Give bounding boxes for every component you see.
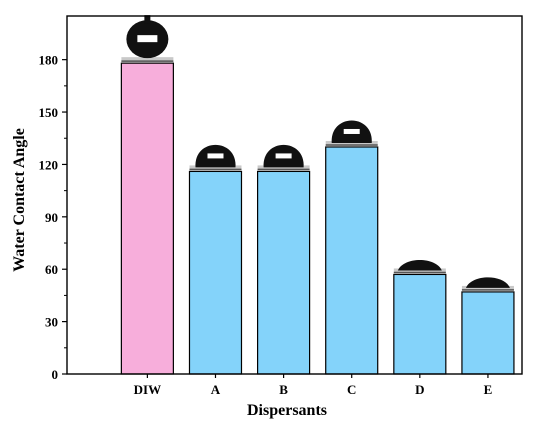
droplet-image-b xyxy=(257,144,310,171)
droplet-substrate xyxy=(461,285,514,291)
x-tick-label-diw: DIW xyxy=(134,382,161,397)
droplet-image-diw xyxy=(121,15,174,63)
droplet-image-d xyxy=(393,259,446,274)
droplet-highlight xyxy=(343,128,360,134)
x-tick-label-e: E xyxy=(484,382,493,397)
x-tick-label-a: A xyxy=(211,382,221,397)
droplet-substrate xyxy=(257,165,310,171)
y-axis-title: Water Contact Angle xyxy=(11,128,28,272)
bar-e xyxy=(461,291,515,375)
bar-b xyxy=(257,170,311,375)
bars-layer xyxy=(120,62,515,375)
droplet-needle xyxy=(144,15,151,24)
droplet-highlight xyxy=(207,153,224,159)
bar-a xyxy=(188,170,243,375)
bar-d xyxy=(393,273,447,375)
droplet-image-a xyxy=(189,144,242,171)
droplet-image-e xyxy=(461,277,514,291)
droplet-substrate xyxy=(121,57,174,63)
droplet-highlight xyxy=(275,153,292,159)
x-tick-label-b: B xyxy=(279,382,288,397)
bar-diw xyxy=(120,62,174,375)
y-tick-label-0: 0 xyxy=(52,367,59,382)
y-tick-label-150: 150 xyxy=(39,105,59,120)
droplets-layer xyxy=(121,15,514,291)
droplet-substrate xyxy=(189,165,242,171)
x-tick-label-c: C xyxy=(347,382,356,397)
y-tick-label-120: 120 xyxy=(39,157,59,172)
droplet-substrate xyxy=(325,140,378,146)
droplet-substrate xyxy=(393,268,446,274)
y-tick-label-180: 180 xyxy=(39,53,59,68)
y-tick-label-90: 90 xyxy=(45,210,58,225)
x-axis-title: Dispersants xyxy=(247,402,327,419)
droplet-highlight xyxy=(137,35,158,43)
droplet xyxy=(465,277,510,288)
droplet xyxy=(397,259,442,271)
y-tick-label-60: 60 xyxy=(45,262,58,277)
x-tick-label-d: D xyxy=(415,382,424,397)
y-tick-label-30: 30 xyxy=(45,315,58,330)
droplet-image-c xyxy=(325,120,378,146)
bar-c xyxy=(325,146,379,375)
plot-frame xyxy=(66,15,523,375)
axes-layer: DIW A B C D E 0 30 60 90 120 150 180 xyxy=(39,15,523,397)
